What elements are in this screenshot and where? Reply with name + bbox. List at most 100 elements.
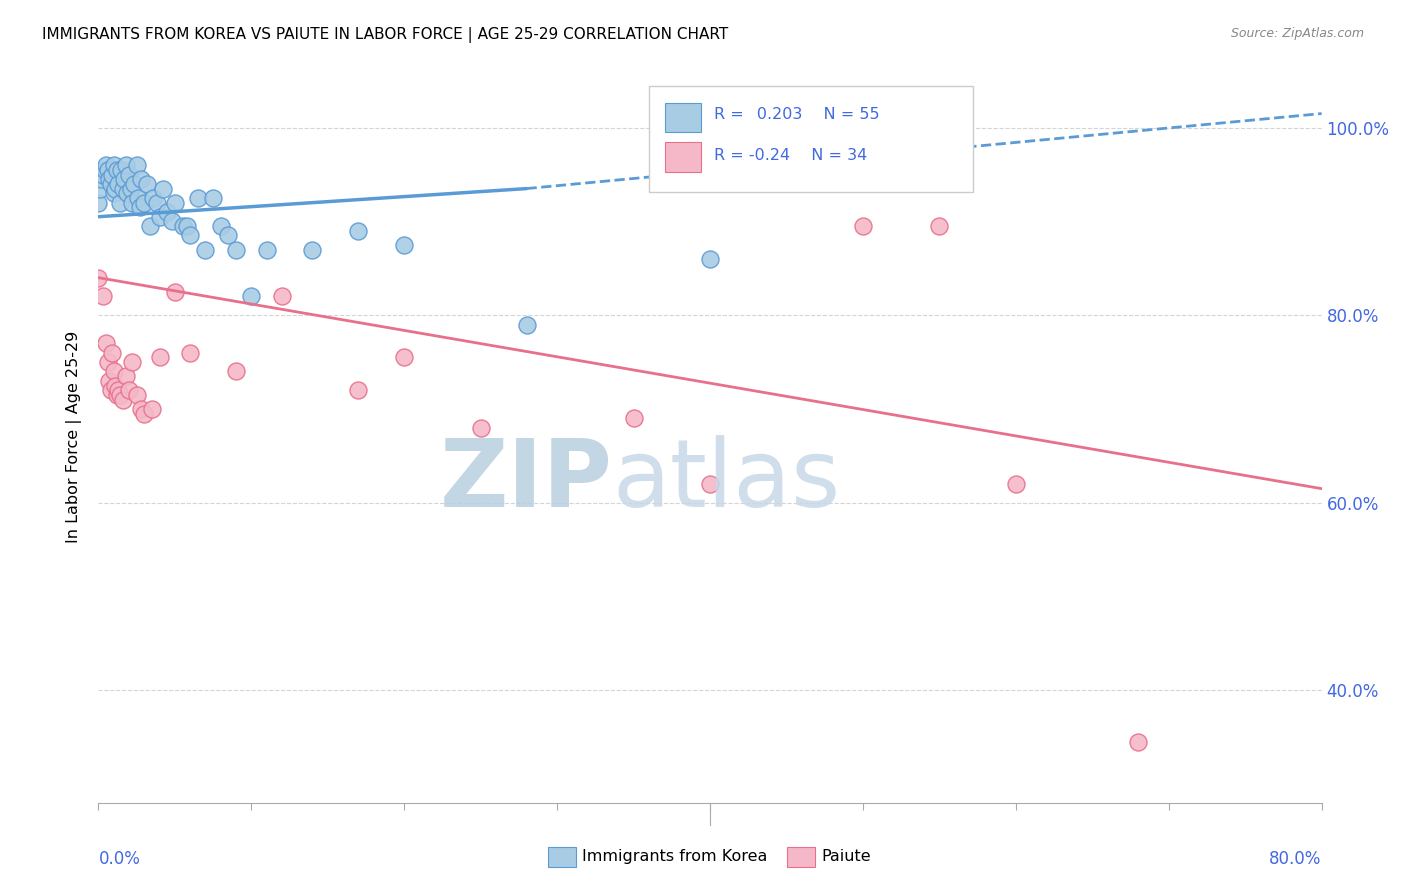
Point: [89, 181, 111, 195]
Y-axis label: In Labor Force | Age 25-29: In Labor Force | Age 25-29: [66, 331, 83, 543]
Point: [160, 214, 183, 228]
Point: [104, 378, 127, 392]
Point: [121, 195, 143, 210]
Point: [98, 172, 121, 186]
Point: [100, 177, 122, 191]
Point: [97, 162, 120, 177]
Point: [105, 162, 128, 177]
Point: [122, 177, 145, 191]
Point: [240, 289, 263, 303]
Point: [179, 228, 201, 243]
Point: [93, 162, 115, 177]
Point: [347, 383, 370, 397]
Point: [121, 355, 143, 369]
Point: [128, 200, 150, 214]
Point: [127, 191, 149, 205]
Point: [194, 243, 217, 257]
Point: [141, 401, 163, 416]
Point: [91, 168, 114, 182]
Point: [115, 369, 138, 384]
Point: [256, 243, 278, 257]
Point: [111, 181, 134, 195]
Point: [142, 191, 165, 205]
Point: [117, 186, 139, 201]
Point: [145, 195, 167, 210]
Point: [91, 289, 114, 303]
Point: [90, 172, 112, 186]
Point: [1004, 477, 1026, 491]
Point: [163, 195, 186, 210]
Point: [98, 374, 121, 388]
Point: [270, 289, 292, 303]
Point: [118, 168, 141, 182]
Point: [149, 210, 172, 224]
Point: [94, 336, 117, 351]
FancyBboxPatch shape: [650, 86, 973, 192]
Point: [347, 224, 370, 238]
Point: [156, 205, 179, 219]
Text: Source: ZipAtlas.com: Source: ZipAtlas.com: [1230, 27, 1364, 40]
Text: IMMIGRANTS FROM KOREA VS PAIUTE IN LABOR FORCE | AGE 25-29 CORRELATION CHART: IMMIGRANTS FROM KOREA VS PAIUTE IN LABOR…: [42, 27, 728, 43]
Text: 80.0%: 80.0%: [1270, 850, 1322, 868]
Point: [112, 172, 135, 186]
Point: [87, 270, 110, 285]
Point: [516, 318, 538, 332]
Point: [103, 186, 125, 201]
Point: [129, 401, 152, 416]
Point: [108, 195, 131, 210]
Point: [225, 243, 247, 257]
Point: [87, 195, 110, 210]
Point: [136, 177, 159, 191]
Point: [101, 345, 124, 359]
Point: [217, 228, 239, 243]
Point: [105, 388, 128, 402]
Point: [115, 158, 138, 172]
Point: [176, 219, 198, 233]
Point: [94, 158, 117, 172]
FancyBboxPatch shape: [665, 143, 702, 171]
Point: [623, 411, 645, 425]
Point: [110, 162, 132, 177]
Point: [852, 219, 875, 233]
Point: [129, 172, 152, 186]
Text: R =  0.203   N = 55: R = 0.203 N = 55: [714, 107, 879, 122]
Point: [209, 219, 232, 233]
Point: [187, 191, 209, 205]
Point: [111, 392, 134, 407]
Text: 0.0%: 0.0%: [98, 850, 141, 868]
Point: [392, 237, 416, 252]
Point: [139, 219, 162, 233]
Point: [149, 351, 172, 365]
Text: ZIP: ZIP: [439, 435, 612, 527]
Point: [103, 158, 125, 172]
Point: [301, 243, 323, 257]
Point: [928, 219, 950, 233]
Point: [134, 407, 156, 421]
Point: [152, 181, 174, 195]
Point: [179, 345, 201, 359]
Point: [107, 177, 129, 191]
Point: [107, 383, 129, 397]
FancyBboxPatch shape: [665, 103, 702, 132]
Point: [134, 195, 156, 210]
Point: [125, 158, 148, 172]
Text: R = -0.24   N = 34: R = -0.24 N = 34: [714, 148, 868, 163]
Point: [100, 383, 122, 397]
Text: Paiute: Paiute: [821, 849, 870, 863]
Point: [699, 477, 721, 491]
Point: [103, 364, 125, 378]
Point: [125, 388, 148, 402]
Point: [392, 351, 416, 365]
Text: Immigrants from Korea: Immigrants from Korea: [582, 849, 768, 863]
Point: [172, 219, 194, 233]
Point: [163, 285, 186, 299]
Point: [202, 191, 225, 205]
Point: [101, 168, 124, 182]
Point: [225, 364, 247, 378]
Point: [108, 388, 131, 402]
Point: [118, 383, 141, 397]
Point: [699, 252, 721, 266]
Point: [104, 181, 127, 195]
Text: atlas: atlas: [612, 435, 841, 527]
Point: [97, 355, 120, 369]
